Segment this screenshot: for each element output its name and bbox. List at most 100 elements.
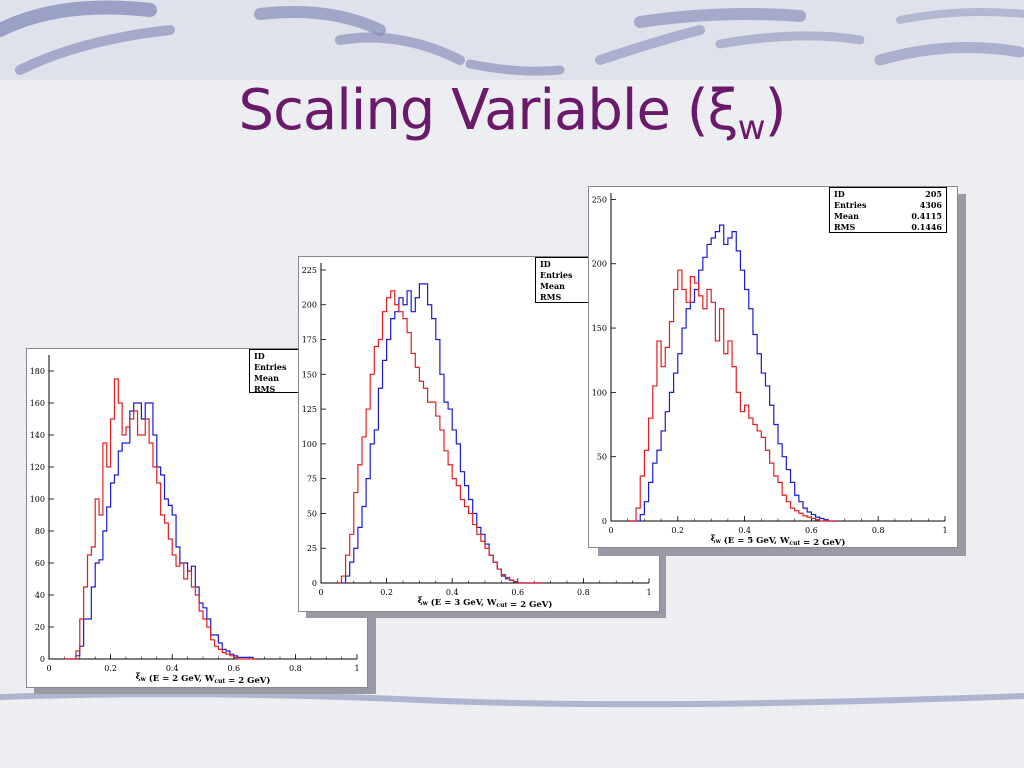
y-tick: 100 (30, 495, 54, 504)
x-tick-label: 0.8 (577, 588, 590, 597)
x-tick-label: 0 (318, 588, 323, 597)
y-tick-label: 180 (30, 367, 45, 376)
x-tick-label: 0 (46, 664, 51, 673)
stats-value: 0.4115 (911, 211, 942, 221)
x-tick-label: 0.6 (805, 526, 818, 535)
y-tick-label: 160 (30, 399, 45, 408)
slide-title: Scaling Variable (ξw) (0, 78, 1024, 148)
stats-label: Mean (254, 373, 279, 383)
stats-row: Entries (254, 362, 334, 373)
histogram-chart-1: 0 20 40 60 80 100 120 140 160 180 0 0.2 0.4 0.6 0.8 1 ξw… (30, 355, 360, 686)
stats-row: RMS 0.1446 (834, 222, 942, 233)
y-tick: 25 (307, 544, 326, 553)
y-tick-label: 100 (302, 440, 317, 449)
stats-label: RMS (540, 292, 562, 302)
stats-value: 205 (925, 189, 942, 199)
histogram-series-blue (337, 283, 543, 584)
y-tick: 125 (302, 405, 326, 414)
histogram-panel-3: 0 50 100 150 200 250 0 0.2 0.4 0.6 0.8 1 ξw (E = 5 G… (588, 186, 958, 548)
y-tick-label: 120 (30, 463, 45, 472)
histogram-series-red (627, 269, 837, 522)
y-tick-label: 150 (302, 370, 317, 379)
x-tick-label: 0 (608, 526, 613, 535)
y-tick: 180 (30, 367, 54, 376)
y-tick-label: 60 (35, 559, 45, 568)
stats-row: Entries (540, 270, 624, 281)
y-tick-label: 225 (302, 266, 317, 275)
y-tick: 20 (35, 623, 54, 632)
stats-label: Mean (834, 211, 859, 221)
stats-row: Mean (254, 373, 334, 384)
stats-label: Entries (254, 362, 287, 372)
x-tick-label: 0.4 (166, 664, 179, 673)
x-tick-label: 1 (942, 526, 947, 535)
y-tick: 75 (307, 475, 326, 484)
stats-label: Entries (540, 270, 573, 280)
x-tick-label: 1 (646, 588, 651, 597)
histogram-series-blue (64, 402, 257, 660)
title-text: Scaling Variable (ξ (238, 78, 739, 143)
y-tick-label: 0 (312, 579, 317, 588)
y-tick: 60 (35, 559, 54, 568)
stats-value: 4306 (919, 200, 942, 210)
stats-row: Mean 0.4115 (834, 211, 942, 222)
x-axis-label: ξw (E = 3 GeV, Wcut = 2 GeV) (418, 596, 553, 610)
y-tick: 120 (30, 463, 54, 472)
y-tick: 0 (602, 517, 616, 526)
stats-label: RMS (254, 384, 276, 394)
histogram-chart-3: 0 50 100 150 200 250 0 0.2 0.4 0.6 0.8 1 ξw (E = 5 G… (592, 193, 948, 547)
y-tick-label: 50 (597, 453, 607, 462)
histogram-panel-1: 0 20 40 60 80 100 120 140 160 180 0 0.2 0.4 0.6 0.8 1 ξw… (26, 348, 368, 688)
x-tick-label: 0.2 (380, 588, 393, 597)
stats-label: ID (540, 259, 551, 269)
stats-value: 0.1446 (911, 222, 942, 232)
y-tick-label: 175 (302, 336, 317, 345)
stats-box-3: ID 205 Entries 4306 Mean 0.4115 RMS 0.1446 (829, 187, 947, 233)
x-tick-label: 0.6 (511, 588, 524, 597)
stats-row: Mean (540, 281, 624, 292)
histogram-series-red (64, 378, 257, 660)
y-tick-label: 150 (592, 324, 607, 333)
y-tick: 40 (35, 591, 54, 600)
y-tick: 200 (302, 301, 326, 310)
y-tick: 150 (302, 370, 326, 379)
x-tick-label: 0.4 (446, 588, 459, 597)
title-subscript: w (737, 108, 766, 148)
x-tick-label: 0.8 (289, 664, 302, 673)
x-tick-label: 0.2 (671, 526, 684, 535)
y-tick-label: 100 (592, 388, 607, 397)
y-tick-label: 40 (35, 591, 45, 600)
y-tick-label: 250 (592, 195, 607, 204)
x-tick-label: 0.6 (227, 664, 240, 673)
stats-label: Mean (540, 281, 565, 291)
y-tick-label: 200 (302, 301, 317, 310)
y-tick: 0 (312, 579, 326, 588)
y-tick-label: 50 (307, 509, 317, 518)
y-tick: 50 (307, 509, 326, 518)
stats-row: RMS (254, 384, 334, 395)
y-tick: 140 (30, 431, 54, 440)
y-tick: 225 (302, 266, 326, 275)
y-tick-label: 75 (307, 475, 317, 484)
y-tick: 50 (597, 453, 616, 462)
histogram-chart-2: 0 25 50 75 100 125 150 175 200 225 0 0.2 0.4 0.6 0.8 1 ξ… (302, 263, 652, 610)
histogram-series-red (337, 290, 543, 584)
y-tick: 80 (35, 527, 54, 536)
y-tick-label: 0 (40, 655, 45, 664)
y-tick: 160 (30, 399, 54, 408)
y-tick: 200 (592, 260, 616, 269)
y-tick: 100 (302, 440, 326, 449)
y-tick-label: 125 (302, 405, 317, 414)
histogram-series-blue (627, 224, 837, 522)
y-tick-label: 20 (35, 623, 45, 632)
stats-row: ID 205 (834, 189, 942, 200)
y-tick-label: 200 (592, 260, 607, 269)
stats-label: ID (834, 189, 845, 199)
y-tick: 175 (302, 336, 326, 345)
y-tick: 0 (40, 655, 54, 664)
title-close-paren: ) (764, 78, 787, 143)
y-tick: 150 (592, 324, 616, 333)
y-tick-label: 140 (30, 431, 45, 440)
stats-label: RMS (834, 222, 856, 232)
x-tick-label: 0.8 (872, 526, 885, 535)
